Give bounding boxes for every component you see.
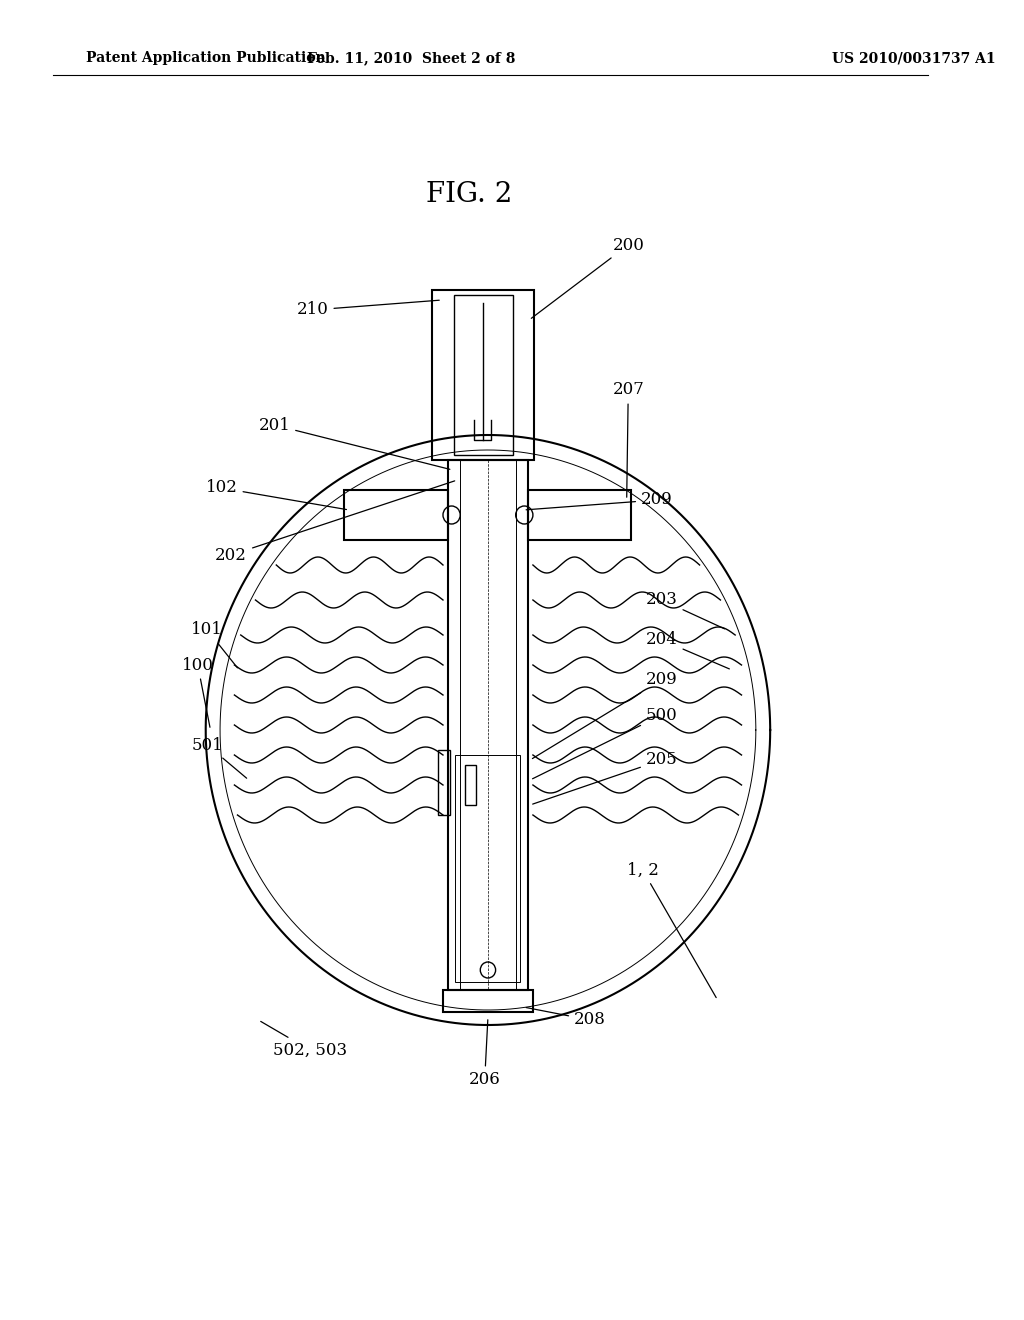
Text: 200: 200 bbox=[531, 236, 644, 318]
Text: 201: 201 bbox=[258, 417, 450, 470]
Bar bbox=[443, 990, 532, 1012]
Bar bbox=[465, 766, 476, 805]
Bar bbox=[528, 490, 632, 540]
Text: 209: 209 bbox=[526, 491, 673, 510]
Text: 501: 501 bbox=[191, 737, 247, 779]
Text: 205: 205 bbox=[532, 751, 678, 804]
Bar bbox=[432, 290, 534, 459]
Text: 207: 207 bbox=[612, 381, 644, 498]
Text: 502, 503: 502, 503 bbox=[261, 1022, 347, 1059]
Bar bbox=[438, 750, 450, 814]
Text: 206: 206 bbox=[469, 1020, 501, 1089]
Bar bbox=[447, 459, 528, 990]
Text: 101: 101 bbox=[191, 622, 238, 668]
Text: 1, 2: 1, 2 bbox=[627, 862, 716, 998]
Text: FIG. 2: FIG. 2 bbox=[426, 181, 512, 209]
Text: Patent Application Publication: Patent Application Publication bbox=[86, 51, 326, 65]
Text: 210: 210 bbox=[297, 300, 439, 318]
Text: 208: 208 bbox=[526, 1007, 606, 1028]
Bar bbox=[460, 459, 516, 990]
Bar bbox=[456, 755, 520, 982]
Bar bbox=[454, 294, 513, 455]
Text: 204: 204 bbox=[646, 631, 729, 669]
Text: 203: 203 bbox=[646, 591, 725, 628]
Text: 202: 202 bbox=[215, 480, 455, 564]
Text: 102: 102 bbox=[206, 479, 346, 510]
Text: US 2010/0031737 A1: US 2010/0031737 A1 bbox=[833, 51, 996, 65]
Text: Feb. 11, 2010  Sheet 2 of 8: Feb. 11, 2010 Sheet 2 of 8 bbox=[307, 51, 516, 65]
Bar bbox=[344, 490, 447, 540]
Text: 209: 209 bbox=[532, 672, 678, 759]
Text: 500: 500 bbox=[532, 706, 678, 779]
Text: 100: 100 bbox=[182, 656, 214, 727]
